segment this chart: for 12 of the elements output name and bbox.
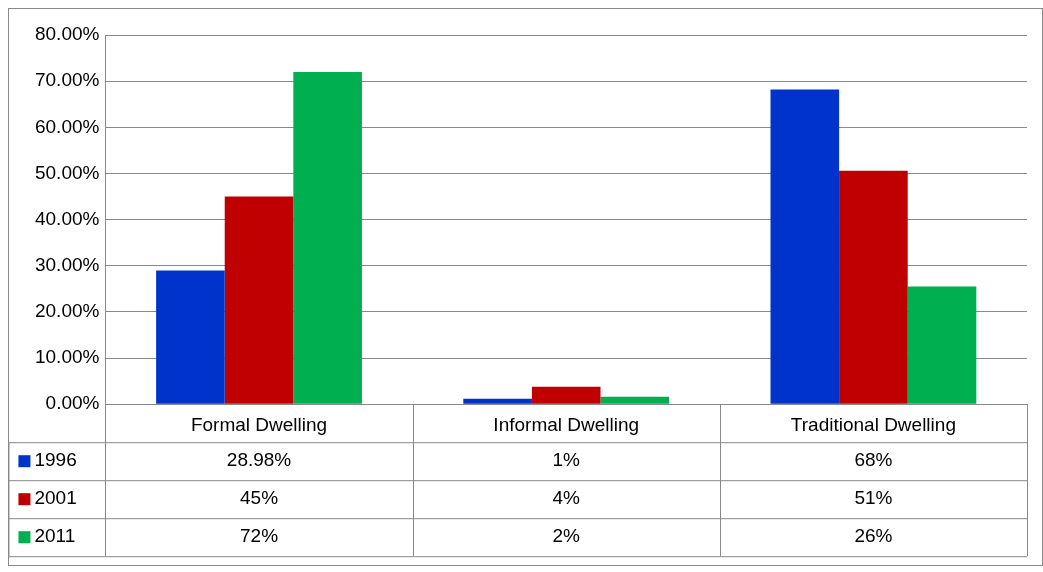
y-tick-label: 40.00% — [34, 207, 100, 229]
y-tick-label: 30.00% — [34, 253, 100, 275]
y-tick-label: 50.00% — [34, 161, 100, 183]
y-tick-label: 70.00% — [34, 69, 100, 91]
y-tick-label: 10.00% — [34, 346, 100, 368]
y-tick-label: 0.00% — [45, 392, 100, 414]
x-tick-label: Formal Dwelling — [190, 413, 328, 435]
y-tick-label: 60.00% — [34, 115, 100, 137]
y-tick-label: 20.00% — [34, 300, 100, 322]
x-tick-label: Informal Dwelling — [493, 413, 640, 435]
y-tick-label: 80.00% — [34, 23, 100, 45]
x-tick-label: Traditional Dwelling — [790, 413, 956, 435]
